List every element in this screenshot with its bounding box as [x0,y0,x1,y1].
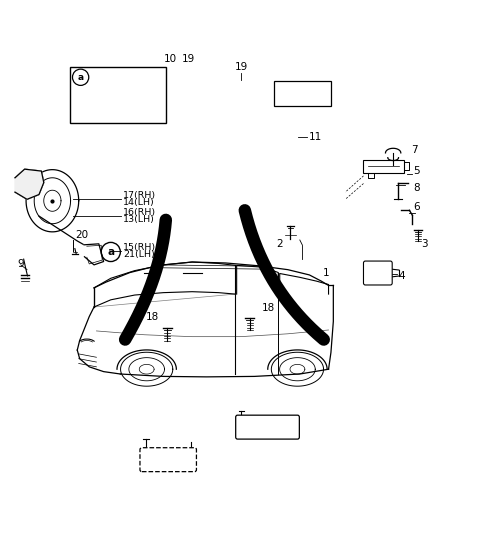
Bar [70,67,166,123]
Text: 21(LH): 21(LH) [123,250,155,259]
Text: 13(LH): 13(LH) [123,215,155,224]
Text: 15(RH): 15(RH) [123,243,156,252]
Text: 4: 4 [398,271,405,281]
Text: 6: 6 [413,202,420,212]
FancyBboxPatch shape [140,447,196,472]
Text: a: a [107,247,114,257]
Text: 1: 1 [323,269,329,278]
Text: 9: 9 [17,259,24,269]
Bar [274,81,331,106]
Text: a: a [78,73,84,82]
FancyBboxPatch shape [236,415,300,439]
Polygon shape [15,169,44,199]
Bar [270,423,284,434]
Text: 17(RH): 17(RH) [123,191,156,200]
Text: 18: 18 [262,303,275,313]
Text: 19: 19 [181,54,195,64]
Polygon shape [84,244,104,265]
Text: 5: 5 [413,166,420,176]
Text: 19: 19 [235,61,248,72]
Bar [363,160,404,173]
Text: 10: 10 [163,54,177,64]
Text: 14(LH): 14(LH) [123,198,155,207]
Text: 2: 2 [276,239,283,249]
Text: 7: 7 [411,145,418,155]
Text: 20: 20 [75,230,89,240]
Text: 12: 12 [103,72,116,82]
Text: 11: 11 [309,132,322,142]
Text: 3: 3 [421,239,428,249]
FancyBboxPatch shape [363,261,392,285]
Text: 16(RH): 16(RH) [123,208,156,217]
Text: 18: 18 [145,312,158,322]
Text: 8: 8 [413,183,420,193]
